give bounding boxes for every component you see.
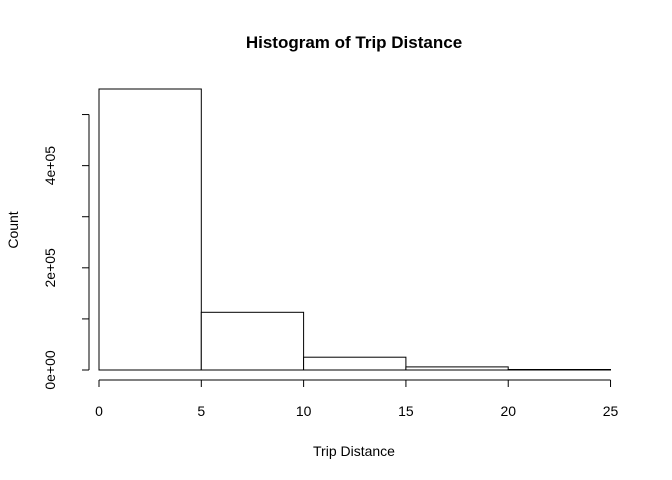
- histogram-bar-3: [405, 366, 509, 371]
- y-tick-label-2: 2e+05: [42, 248, 58, 288]
- histogram-bar-2: [303, 356, 407, 371]
- y-tick-label-0: 0e+00: [42, 350, 58, 390]
- histogram-bar-4: [507, 369, 612, 371]
- y-tick-label-4: 4e+05: [42, 146, 58, 186]
- x-tick-label-2: 10: [296, 403, 312, 419]
- y-axis: 0e+00 2e+05 4e+05: [42, 114, 90, 390]
- histogram-bar-1: [200, 311, 305, 371]
- x-tick-label-5: 25: [603, 403, 619, 419]
- chart-title: Histogram of Trip Distance: [246, 33, 462, 52]
- x-tick-label-3: 15: [398, 403, 414, 419]
- x-tick-label-0: 0: [95, 403, 103, 419]
- x-axis-label: Trip Distance: [313, 443, 395, 459]
- x-tick-label-1: 5: [197, 403, 205, 419]
- bars-group: [98, 88, 612, 371]
- y-axis-label: Count: [5, 211, 21, 248]
- x-axis: 0 5 10 15 20 25: [95, 379, 619, 419]
- x-tick-label-4: 20: [500, 403, 516, 419]
- histogram-bar-0: [98, 88, 202, 371]
